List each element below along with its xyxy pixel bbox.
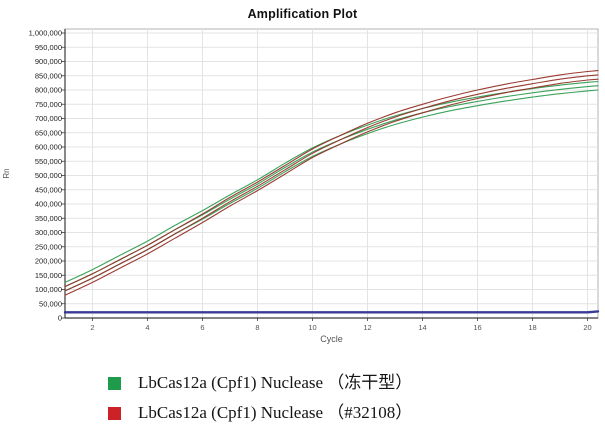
- legend-label-32108: LbCas12a (Cpf1) Nuclease （#32108）: [138, 403, 413, 423]
- y-tick-label: 100,000: [35, 285, 62, 294]
- gridlines: [65, 29, 598, 318]
- y-tick-label: 150,000: [35, 271, 62, 280]
- y-tick-label: 700,000: [35, 114, 62, 123]
- x-axis-title: Cycle: [320, 334, 343, 344]
- y-tick-label: 550,000: [35, 157, 62, 166]
- x-axis: 2 4 6 8 10 12 14 16 18 20: [90, 318, 592, 332]
- legend-item-lyophilized: LbCas12a (Cpf1) Nuclease （冻干型）: [108, 373, 412, 393]
- y-tick-label: 650,000: [35, 128, 62, 137]
- x-tick-label: 16: [473, 323, 481, 332]
- y-tick-label: 50,000: [39, 299, 62, 308]
- plot-area: [64, 28, 599, 319]
- chart-title: Amplification Plot: [247, 7, 358, 21]
- amplification-plot: 1,000,000950,000900,000850,000800,000750…: [2, 28, 600, 344]
- x-tick-label: 18: [528, 323, 536, 332]
- y-tick-label: 250,000: [35, 242, 62, 251]
- y-tick-label: 850,000: [35, 71, 62, 80]
- y-tick-label: 200,000: [35, 257, 62, 266]
- series-1: [64, 70, 599, 296]
- x-tick-label: 20: [583, 323, 591, 332]
- legend-swatch-green: [108, 376, 121, 390]
- legend-swatch-red: [108, 407, 121, 421]
- series-line: [64, 74, 599, 292]
- y-tick-label: 1,000,000: [29, 29, 62, 38]
- series-2: [63, 310, 600, 314]
- series-line: [63, 310, 600, 314]
- y-tick-label: 800,000: [35, 86, 62, 95]
- x-tick-label: 6: [200, 323, 204, 332]
- y-tick-label: 500,000: [35, 171, 62, 180]
- series-line: [64, 78, 599, 296]
- y-tick-label: 900,000: [35, 57, 62, 66]
- legend-item-32108: LbCas12a (Cpf1) Nuclease （#32108）: [108, 403, 412, 423]
- y-tick-label: 950,000: [35, 43, 62, 52]
- y-tick-label: 450,000: [35, 185, 62, 194]
- y-tick-label: 750,000: [35, 100, 62, 109]
- y-tick-label: 400,000: [35, 200, 62, 209]
- y-axis: 1,000,000 950,000 900,000 850,000 800,000 750…: [29, 29, 65, 323]
- x-tick-label: 14: [418, 323, 426, 332]
- y-tick-label: 600,000: [35, 143, 62, 152]
- x-tick-label: 12: [363, 323, 371, 332]
- y-tick-label: 300,000: [35, 228, 62, 237]
- y-tick-label: 350,000: [35, 214, 62, 223]
- legend: LbCas12a (Cpf1) Nuclease （冻干型） LbCas12a …: [108, 373, 412, 424]
- y-axis-title: Rn: [2, 168, 11, 178]
- x-tick-label: 2: [90, 323, 94, 332]
- x-tick-label: 8: [255, 323, 259, 332]
- legend-label-lyophilized: LbCas12a (Cpf1) Nuclease （冻干型）: [138, 373, 413, 392]
- x-tick-label: 10: [308, 323, 316, 332]
- x-tick-label: 4: [145, 323, 149, 332]
- y-tick-label: 0: [58, 314, 62, 323]
- series-line: [64, 70, 599, 288]
